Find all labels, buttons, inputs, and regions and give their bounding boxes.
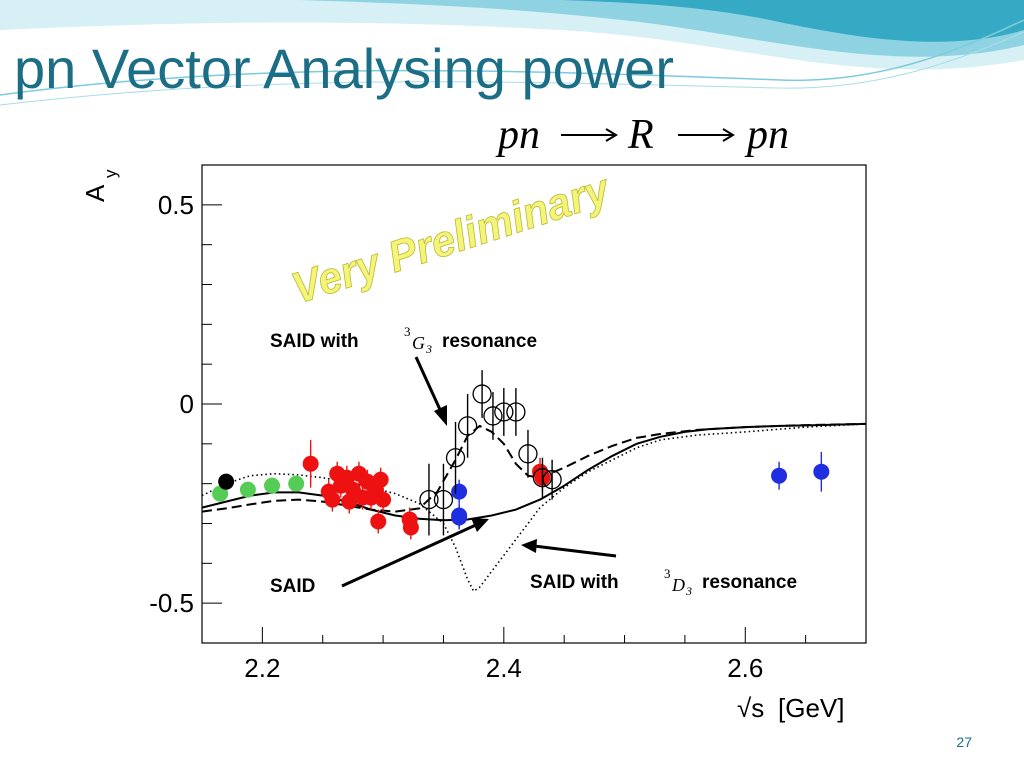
annotation-d3-arrow-head [521,539,537,553]
annotation-d3-post: resonance [702,572,797,593]
data-point-open [445,448,466,468]
slide-title: pn Vector Analysing power [14,37,674,100]
wave-line-1 [0,19,1024,96]
data-point-green [212,485,229,502]
data-point-red [372,471,389,488]
data-point-red [370,513,387,530]
y-axis-label-main: A [80,184,110,202]
data-point-open [506,402,526,422]
data-point-red [324,491,341,508]
data-point-open [457,416,478,436]
formula-arrow-1-head [605,128,618,142]
data-point-open [433,489,454,510]
data-point-red [302,455,319,472]
formula-mid: R [627,112,654,158]
data-point-blue [813,463,830,480]
annotation-g3-letter: G [412,333,425,353]
model-curve-dotted [201,423,867,592]
x-axis-label-unit: [GeV] [778,693,844,723]
y-tick-label: -0.5 [149,588,194,618]
data-point-blue [771,467,788,484]
data-point-open [542,470,562,490]
annotation-g3-arrow-head [434,405,447,426]
annotation-g3-sup: 3 [404,324,411,339]
annotation-said-arrow-head [471,518,489,532]
annotation-d3-arrow [533,544,617,558]
slide-number: 27 [956,734,972,750]
y-tick-label: 0.5 [158,190,194,220]
data-point-blue [451,483,468,500]
data-point-black [218,473,235,490]
axis-tick-labels: 2.2 2.4 2.6 0.5 0 -0.5 [149,190,763,683]
data-point-open [518,444,538,464]
header-wave-decoration [0,0,1024,106]
x-tick-label: 2.6 [727,653,763,683]
formula-arrow-2-head [722,128,735,142]
data-point-green [239,481,256,498]
data-point-open [472,384,492,404]
wave-line-2 [0,31,1024,106]
annotation-d3-sub: 3 [685,584,692,598]
annotation-d3-pre: SAID with [530,572,619,593]
data-points [212,370,830,540]
annotation-d3-sup: 3 [664,566,671,581]
x-axis-label-root: √s [737,693,764,723]
annotation-said-label: SAID [270,576,315,597]
data-point-open [483,406,503,426]
annotation-g3-post: resonance [442,331,537,352]
annotation-g3-sub: 3 [425,342,432,356]
data-point-red [338,469,355,486]
model-curve-dashed [201,422,867,513]
data-point-green [264,477,281,494]
y-tick-label: 0 [180,389,194,419]
formula-post: pn [744,112,789,158]
axis-ticks [201,164,867,643]
wave-dark-band [560,0,1024,42]
y-axis-label-sub: y [101,169,120,178]
annotation-g3-arrow [414,356,444,415]
data-point-green [288,475,305,492]
annotation-said-arrow [341,522,479,588]
data-point-blue [451,509,468,526]
data-point-red [375,491,392,508]
annotation-g3-pre: SAID with [270,331,359,352]
data-point-open [419,489,439,510]
plot-area [201,164,867,644]
data-point-red [402,519,419,536]
x-tick-label: 2.2 [244,653,280,683]
formula-pre: pn [495,112,540,158]
model-curves [201,422,867,592]
x-tick-label: 2.4 [486,653,522,683]
data-point-open [494,402,514,422]
annotation-d3-letter: D [671,575,685,595]
